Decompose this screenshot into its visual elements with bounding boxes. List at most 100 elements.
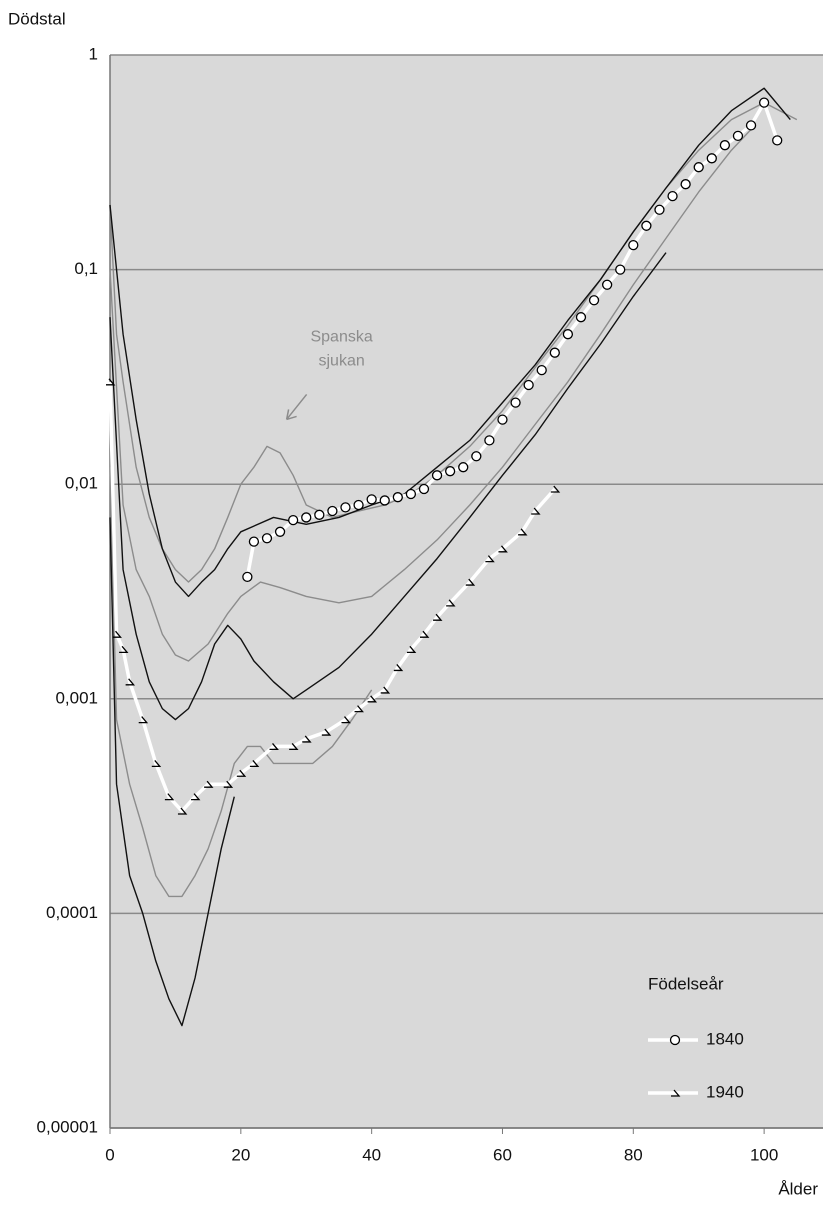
plot-area — [110, 55, 823, 1128]
marker — [302, 735, 312, 743]
legend-item: 1840 — [648, 1029, 744, 1048]
marker — [191, 793, 201, 801]
y-axis-label: Dödstal — [8, 9, 66, 28]
marker — [261, 533, 273, 544]
marker — [458, 462, 469, 473]
legend-title: Födelseår — [648, 974, 724, 993]
marker — [393, 664, 404, 672]
y-tick-label: 1 — [89, 44, 98, 63]
marker — [550, 485, 561, 493]
marker — [732, 130, 744, 142]
cohort-line — [109, 128, 752, 662]
cohort-line — [109, 87, 791, 598]
marker — [151, 759, 162, 768]
marker — [106, 378, 116, 386]
y-tick-label: 0,01 — [65, 474, 98, 493]
marker — [498, 545, 508, 553]
annotation-arrow — [285, 393, 308, 421]
marker — [510, 397, 521, 408]
marker — [138, 716, 149, 724]
marker — [274, 526, 286, 537]
marker — [523, 379, 534, 391]
marker — [119, 645, 129, 653]
marker — [314, 509, 325, 520]
marker — [366, 494, 377, 505]
x-axis-label: Ålder — [778, 1179, 818, 1198]
marker — [518, 528, 528, 536]
x-tick-label: 40 — [362, 1145, 381, 1164]
cohort-line — [109, 467, 373, 898]
x-tick-label: 0 — [105, 1145, 114, 1164]
marker — [288, 514, 299, 526]
marker — [354, 705, 364, 713]
marker — [671, 1089, 681, 1097]
marker — [549, 347, 560, 358]
marker — [392, 492, 403, 503]
marker — [562, 329, 574, 340]
marker — [177, 807, 188, 815]
marker — [419, 630, 430, 638]
marker — [433, 613, 443, 621]
marker — [575, 312, 587, 323]
marker — [379, 495, 390, 506]
marker — [341, 716, 351, 724]
annotation-text: sjukan — [318, 353, 364, 370]
marker — [772, 135, 783, 146]
y-tick-label: 0,00001 — [37, 1117, 98, 1136]
marker — [465, 578, 476, 586]
marker — [289, 742, 299, 751]
marker — [444, 466, 456, 477]
marker — [236, 769, 247, 777]
marker — [269, 742, 279, 751]
marker — [380, 686, 391, 694]
legend-label: 1840 — [706, 1029, 744, 1048]
y-tick-label: 0,0001 — [46, 903, 98, 922]
marker — [125, 678, 136, 686]
y-tick-label: 0,001 — [55, 688, 98, 707]
marker — [321, 728, 332, 736]
marker — [431, 470, 443, 481]
marker — [353, 499, 364, 511]
marker — [242, 571, 253, 583]
x-tick-label: 100 — [750, 1145, 778, 1164]
marker — [405, 488, 417, 500]
marker — [112, 630, 122, 638]
marker — [536, 364, 547, 376]
marker — [367, 695, 378, 703]
marker — [680, 179, 691, 190]
marker — [223, 780, 234, 788]
x-tick-label: 60 — [493, 1145, 512, 1164]
marker — [327, 505, 338, 517]
marker — [706, 153, 717, 164]
cohort-line — [109, 517, 235, 1027]
cohort-line — [109, 252, 667, 721]
marker — [601, 279, 613, 290]
marker — [485, 555, 495, 563]
marker — [693, 162, 704, 173]
legend-item: 1940 — [648, 1082, 744, 1101]
x-tick-label: 20 — [231, 1145, 250, 1164]
marker — [204, 780, 214, 788]
marker — [484, 435, 495, 446]
marker — [249, 759, 260, 768]
marker — [497, 414, 508, 425]
marker — [628, 239, 639, 251]
marker — [669, 1034, 681, 1046]
marker — [719, 140, 731, 151]
legend-label: 1940 — [706, 1082, 744, 1101]
marker — [418, 483, 430, 495]
marker — [248, 536, 260, 547]
marker — [588, 295, 600, 306]
marker — [531, 507, 541, 515]
marker — [758, 97, 770, 108]
annotation-text: Spanska — [310, 329, 372, 346]
marker — [446, 599, 456, 607]
marker — [667, 190, 678, 202]
y-tick-label: 0,1 — [74, 259, 98, 278]
marker — [654, 204, 665, 215]
marker — [164, 793, 175, 801]
marker — [301, 512, 312, 523]
x-tick-label: 80 — [624, 1145, 643, 1164]
marker — [406, 645, 417, 653]
marker — [745, 120, 757, 131]
